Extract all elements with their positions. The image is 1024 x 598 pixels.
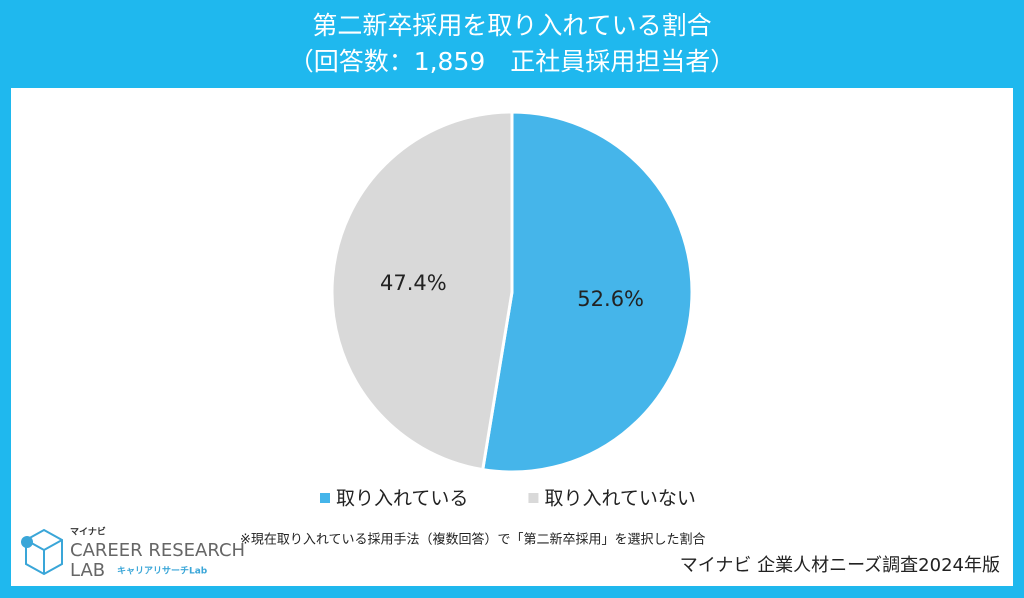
logo-brand: マイナビ bbox=[70, 526, 106, 538]
logo: マイナビ CAREER RESEARCH LAB キャリアリサーチLab bbox=[21, 526, 245, 581]
chart-subtitle: （回答数：1,859 正社員採用担当者） bbox=[289, 47, 736, 76]
logo-tag: キャリアリサーチLab bbox=[117, 566, 208, 577]
logo-dot bbox=[21, 536, 33, 548]
logo-line2: LAB bbox=[70, 560, 105, 581]
pie-slice bbox=[330, 110, 514, 472]
data-label: 47.4% bbox=[380, 271, 447, 295]
pie-slice bbox=[481, 110, 694, 474]
legend-label: 取り入れていない bbox=[544, 488, 695, 510]
chart-title: 第二新卒採用を取り入れている割合 bbox=[312, 11, 711, 40]
data-label: 52.6% bbox=[577, 287, 644, 311]
legend-swatch bbox=[320, 493, 330, 503]
source: マイナビ 企業人材ニーズ調査2024年版 bbox=[680, 555, 1000, 576]
footnote: ※現在取り入れている採用手法（複数回答）で「第二新卒採用」を選択した割合 bbox=[240, 532, 706, 548]
logo-line1: CAREER RESEARCH bbox=[70, 540, 245, 561]
legend-label: 取り入れている bbox=[336, 488, 468, 510]
legend-swatch bbox=[528, 493, 539, 503]
